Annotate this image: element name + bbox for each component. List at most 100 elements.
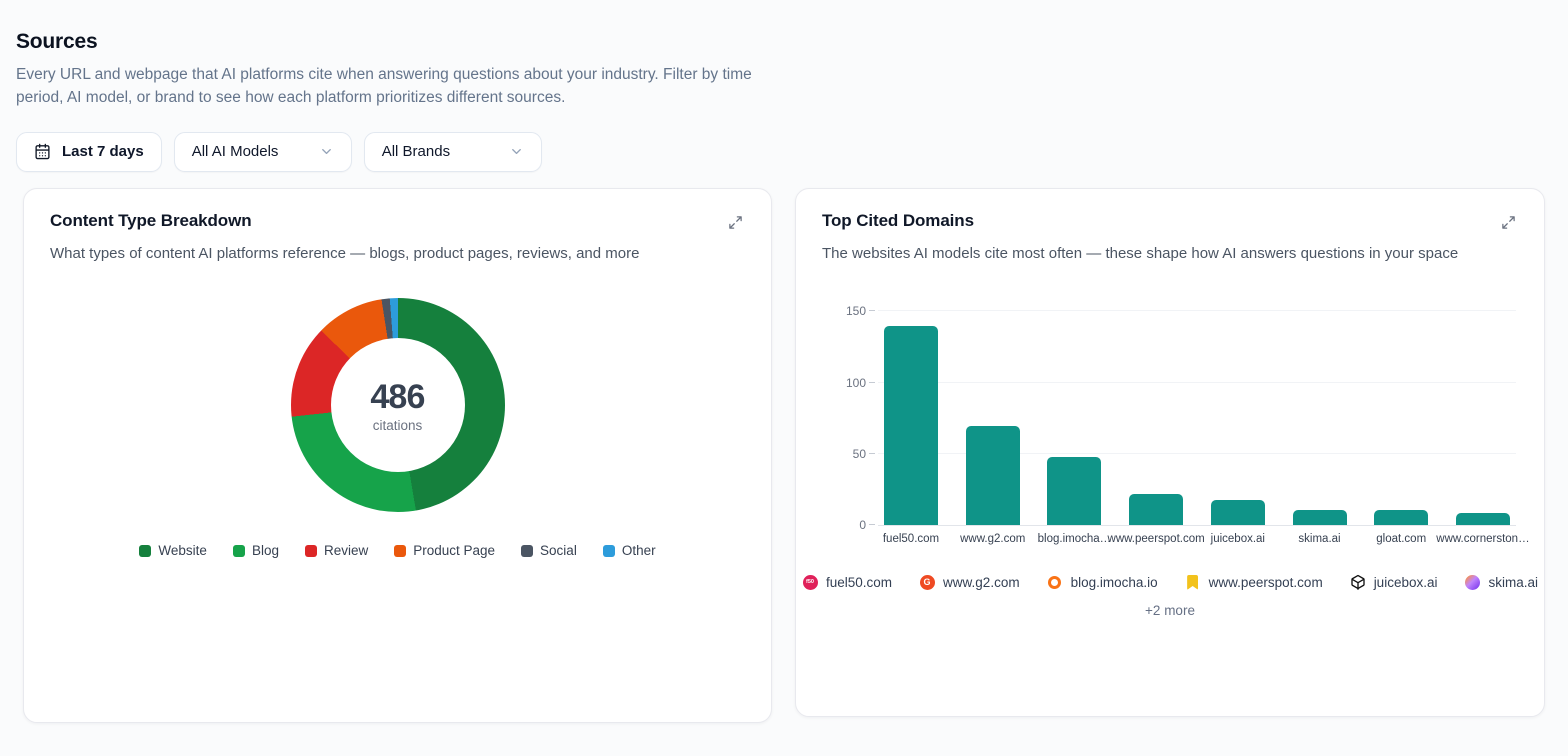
- top-cited-domains-card: Top Cited Domains The websites AI models…: [795, 187, 1545, 717]
- top-domains-card-title: Top Cited Domains: [822, 210, 974, 230]
- legend-item: Review: [304, 543, 369, 559]
- legend-item: Other: [602, 543, 656, 558]
- juicebox-favicon: [1350, 574, 1366, 591]
- top-domains-bar-chart: 0 50 100 150 fuel50.com www.g2.com blog.imocha…: [822, 304, 1530, 545]
- y-axis-tick-mark: [869, 381, 875, 383]
- x-axis-label: www.peerspot.com: [1107, 533, 1205, 546]
- y-axis-tick-mark: [869, 310, 875, 312]
- bar-slot: skima.ai: [1292, 311, 1347, 545]
- chevron-down-icon: [509, 144, 524, 159]
- bar-slot: gloat.com: [1374, 311, 1429, 545]
- chevron-down-icon: [319, 144, 334, 159]
- expand-icon[interactable]: [1499, 213, 1518, 232]
- peerspot-flag: [1187, 574, 1199, 590]
- calendar-icon: [34, 143, 51, 160]
- more-domains-link[interactable]: +2 more: [1145, 603, 1195, 619]
- cited-domain-label: blog.imocha.io: [1070, 574, 1158, 590]
- date-range-button[interactable]: Last 7 days: [16, 131, 162, 172]
- x-axis-label: fuel50.com: [882, 533, 940, 546]
- legend-swatch: [521, 544, 534, 557]
- bar-blog.imocha[interactable]: [1047, 456, 1102, 526]
- cited-domain-item[interactable]: www.peerspot.com: [1185, 574, 1323, 590]
- content-type-card-subtitle: What types of content AI platforms refer…: [50, 244, 640, 262]
- x-axis-label: juicebox.ai: [1210, 533, 1265, 546]
- bar-slot: fuel50.com: [883, 311, 939, 545]
- legend-label: Review: [323, 543, 369, 559]
- bar-www.cornerston[interactable]: [1455, 512, 1510, 526]
- ai-model-filter-label: All AI Models: [191, 143, 279, 161]
- legend-label: Website: [158, 543, 207, 559]
- page-title: Sources: [16, 30, 98, 53]
- sources-page: Sources Every URL and webpage that AI pl…: [16, 30, 1552, 723]
- g2-favicon: G: [919, 574, 935, 590]
- bar-skima.ai[interactable]: [1292, 509, 1347, 526]
- bar-slots: fuel50.com www.g2.com blog.imocha… www.peer…: [883, 311, 1530, 545]
- bar-chart-plot-area: 0 50 100 150 fuel50.com www.g2.com blog.imocha…: [846, 304, 1530, 545]
- date-range-label: Last 7 days: [62, 143, 144, 161]
- legend-label: Social: [540, 543, 577, 559]
- bar-gloat.com[interactable]: [1374, 509, 1429, 526]
- legend-swatch: [232, 544, 245, 557]
- cited-domain-label: skima.ai: [1488, 574, 1538, 590]
- legend-item: Website: [139, 543, 207, 558]
- cited-domain-item[interactable]: juicebox.ai: [1350, 574, 1438, 591]
- brand-filter-label: All Brands: [381, 143, 451, 161]
- content-type-breakdown-card: Content Type Breakdown What types of con…: [23, 187, 772, 723]
- g2-favicon-glyph: G: [919, 574, 935, 590]
- bar-www.peerspot.com[interactable]: [1129, 494, 1184, 526]
- citations-total: 486: [370, 377, 425, 416]
- legend-item: Social: [521, 543, 577, 558]
- peerspot-favicon: [1185, 574, 1201, 590]
- legend-swatch: [394, 544, 407, 557]
- bar-juicebox.ai[interactable]: [1210, 499, 1265, 526]
- legend-label: Blog: [251, 543, 279, 559]
- cited-domain-item[interactable]: blog.imocha.io: [1047, 574, 1158, 590]
- y-axis-tick-mark: [869, 453, 875, 455]
- legend-item: Blog: [232, 543, 279, 559]
- brand-filter-select[interactable]: All Brands: [363, 131, 542, 172]
- gridline: [878, 453, 1516, 455]
- skima-favicon: [1464, 574, 1480, 590]
- fuel50-favicon-glyph: f50: [802, 574, 818, 590]
- bar-www.g2.com[interactable]: [965, 425, 1020, 526]
- ai-model-filter-select[interactable]: All AI Models: [173, 131, 352, 172]
- cited-domain-item[interactable]: f50 fuel50.com: [802, 574, 892, 590]
- y-axis-tick-label: 100: [845, 375, 866, 390]
- x-axis-label: gloat.com: [1376, 533, 1427, 546]
- page-description: Every URL and webpage that AI platforms …: [16, 66, 752, 106]
- cited-domain-label: juicebox.ai: [1373, 574, 1438, 590]
- donut-center: 486 citations: [330, 338, 465, 473]
- gridline: [878, 310, 1516, 312]
- top-domains-card-subtitle: The websites AI models cite most often —…: [822, 244, 1459, 262]
- x-axis-label: skima.ai: [1298, 533, 1341, 546]
- y-axis-tick-label: 50: [852, 447, 866, 462]
- content-type-legend: Website Blog Review Product Page Social Other: [50, 543, 745, 558]
- legend-swatch: [304, 544, 317, 557]
- citations-unit: citations: [372, 417, 423, 433]
- content-type-card-title: Content Type Breakdown: [50, 210, 252, 230]
- bar-slot: www.cornerston…: [1436, 311, 1530, 545]
- cited-domain-label: fuel50.com: [826, 574, 893, 590]
- gridline: [878, 381, 1516, 383]
- y-axis-tick-label: 0: [859, 518, 866, 533]
- bar-slot: www.peerspot.com: [1108, 311, 1205, 545]
- x-axis-label: www.cornerston…: [1436, 533, 1530, 546]
- expand-icon[interactable]: [726, 213, 745, 232]
- cards-row: Content Type Breakdown What types of con…: [23, 187, 1552, 723]
- y-axis-tick-label: 150: [845, 304, 866, 319]
- legend-swatch: [602, 544, 615, 557]
- bar-fuel50.com[interactable]: [884, 325, 938, 526]
- skima-glyph: [1464, 574, 1480, 590]
- x-axis-label: www.g2.com: [960, 533, 1026, 546]
- imocha-favicon: [1047, 574, 1063, 590]
- y-axis-tick-mark: [869, 524, 875, 526]
- bar-slot: blog.imocha…: [1038, 311, 1111, 545]
- cited-domain-label: www.g2.com: [943, 574, 1020, 590]
- fuel50-favicon: f50: [802, 574, 818, 590]
- bar-slot: www.g2.com: [960, 311, 1025, 545]
- content-type-donut-chart[interactable]: 486 citations: [290, 298, 505, 513]
- cited-domain-item[interactable]: skima.ai: [1464, 574, 1538, 590]
- bar-slot: juicebox.ai: [1210, 311, 1265, 545]
